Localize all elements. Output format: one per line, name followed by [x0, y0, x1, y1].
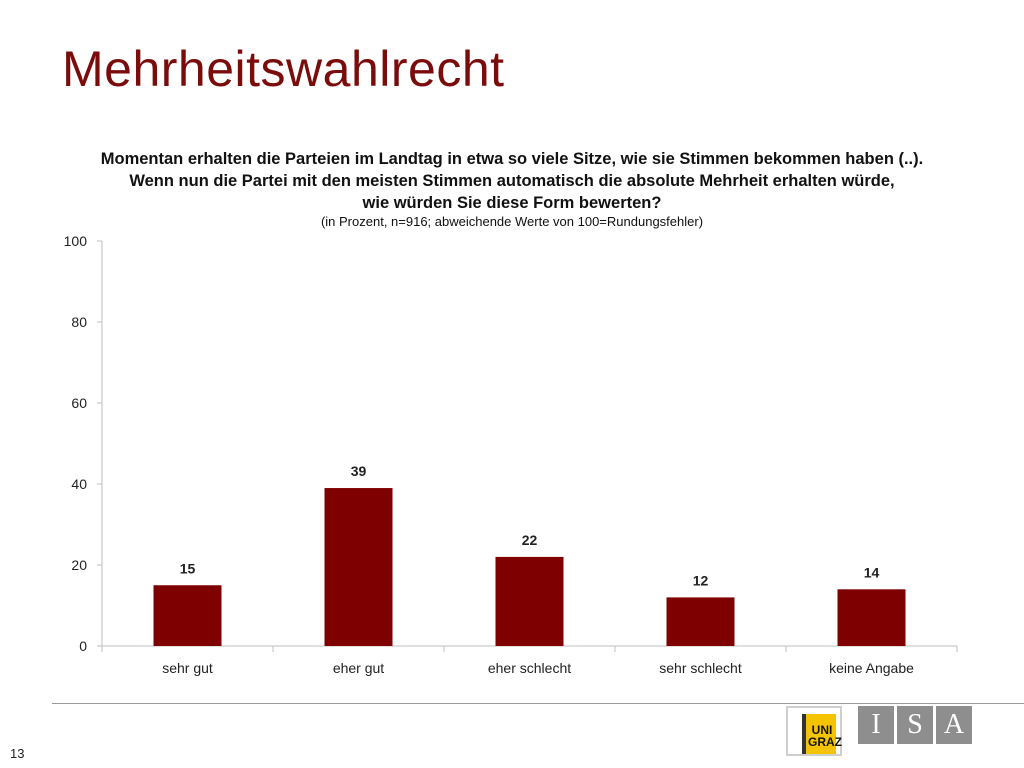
question-line-3: wie würden Sie diese Form bewerten? — [362, 194, 662, 212]
y-tick-label: 0 — [79, 638, 87, 654]
data-label: 15 — [180, 560, 196, 576]
data-label: 12 — [693, 572, 709, 588]
isa-logo: I S A — [858, 706, 972, 744]
isa-logo-letter-s: S — [897, 706, 933, 744]
question-line-2: Wenn nun die Partei mit den meisten Stim… — [129, 172, 895, 190]
sample-note: (in Prozent, n=916; abweichende Werte vo… — [320, 214, 704, 229]
data-label: 39 — [351, 463, 367, 479]
x-category-label: sehr gut — [162, 660, 213, 676]
y-tick-label: 100 — [64, 233, 88, 249]
y-tick-label: 40 — [71, 476, 87, 492]
uni-graz-logo-text: UNI GRAZ — [808, 723, 842, 749]
data-label: 14 — [864, 564, 880, 580]
x-category-label: eher gut — [333, 660, 384, 676]
uni-graz-emblem: UNI GRAZ — [802, 714, 842, 754]
question-line-1: Momentan erhalten die Parteien im Landta… — [100, 150, 924, 168]
bar — [837, 589, 906, 646]
bar — [666, 597, 735, 646]
bar — [153, 585, 222, 646]
bar — [324, 488, 393, 646]
footer-divider — [52, 703, 1024, 704]
uni-graz-logo: UNI GRAZ — [786, 706, 842, 756]
x-category-label: sehr schlecht — [659, 660, 742, 676]
x-category-label: eher schlecht — [488, 660, 571, 676]
bar — [495, 556, 564, 646]
page-number: 13 — [10, 746, 25, 761]
y-tick-label: 60 — [71, 395, 87, 411]
x-category-label: keine Angabe — [829, 660, 914, 676]
chart-subtitle: Momentan erhalten die Parteien im Landta… — [40, 148, 984, 230]
isa-logo-letter-i: I — [858, 706, 894, 744]
y-tick-label: 80 — [71, 314, 87, 330]
isa-logo-letter-a: A — [936, 706, 972, 744]
data-label: 22 — [522, 532, 538, 548]
y-tick-label: 20 — [71, 557, 87, 573]
slide-title: Mehrheitswahlrecht — [62, 41, 505, 97]
